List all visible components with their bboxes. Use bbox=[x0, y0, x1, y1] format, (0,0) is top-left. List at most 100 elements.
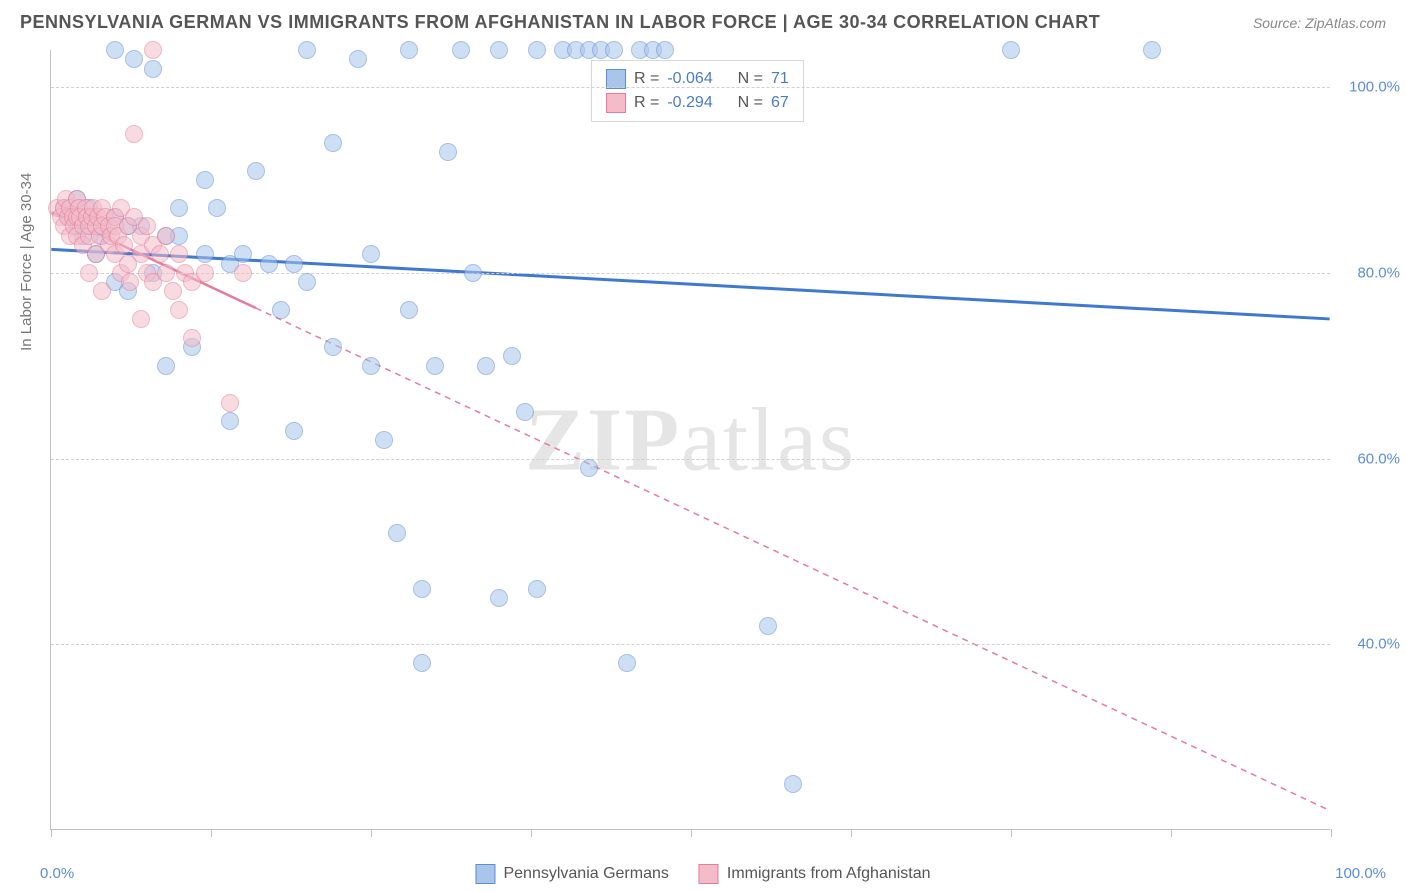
scatter-point bbox=[349, 50, 367, 68]
scatter-point bbox=[413, 654, 431, 672]
scatter-point bbox=[125, 50, 143, 68]
legend-r-value-1: -0.064 bbox=[667, 70, 712, 88]
legend-swatch-1 bbox=[606, 69, 626, 89]
y-tick-label: 100.0% bbox=[1349, 79, 1400, 96]
trend-lines-svg bbox=[51, 50, 1330, 829]
gridline-h bbox=[51, 87, 1330, 88]
bottom-legend-item-2: Immigrants from Afghanistan bbox=[699, 864, 931, 884]
scatter-point bbox=[221, 412, 239, 430]
legend-row-2: R = -0.294 N = 67 bbox=[606, 91, 789, 115]
scatter-point bbox=[503, 347, 521, 365]
scatter-point bbox=[400, 301, 418, 319]
scatter-point bbox=[656, 41, 674, 59]
scatter-point bbox=[528, 41, 546, 59]
scatter-point bbox=[170, 301, 188, 319]
scatter-point bbox=[183, 329, 201, 347]
gridline-h bbox=[51, 644, 1330, 645]
scatter-point bbox=[362, 245, 380, 263]
bottom-swatch-1 bbox=[475, 864, 495, 884]
scatter-point bbox=[157, 264, 175, 282]
scatter-point bbox=[439, 143, 457, 161]
scatter-point bbox=[490, 41, 508, 59]
y-tick-label: 60.0% bbox=[1357, 450, 1400, 467]
scatter-point bbox=[260, 255, 278, 273]
legend-n-value-2: 67 bbox=[771, 94, 789, 112]
scatter-point bbox=[452, 41, 470, 59]
y-tick-label: 40.0% bbox=[1357, 636, 1400, 653]
x-axis-min-label: 0.0% bbox=[40, 865, 74, 882]
x-tick bbox=[371, 829, 372, 837]
scatter-point bbox=[80, 264, 98, 282]
x-tick bbox=[51, 829, 52, 837]
scatter-point bbox=[170, 199, 188, 217]
scatter-point bbox=[144, 60, 162, 78]
title-bar: PENNSYLVANIA GERMAN VS IMMIGRANTS FROM A… bbox=[20, 12, 1386, 33]
scatter-point bbox=[1143, 41, 1161, 59]
bottom-label-2: Immigrants from Afghanistan bbox=[727, 865, 931, 883]
scatter-point bbox=[170, 245, 188, 263]
scatter-point bbox=[605, 41, 623, 59]
scatter-point bbox=[285, 255, 303, 273]
scatter-point bbox=[413, 580, 431, 598]
scatter-point bbox=[375, 431, 393, 449]
scatter-point bbox=[164, 282, 182, 300]
scatter-point bbox=[388, 524, 406, 542]
legend-box: R = -0.064 N = 71 R = -0.294 N = 67 bbox=[591, 60, 804, 122]
scatter-point bbox=[234, 264, 252, 282]
scatter-point bbox=[221, 394, 239, 412]
x-tick bbox=[1011, 829, 1012, 837]
legend-n-value-1: 71 bbox=[771, 70, 789, 88]
gridline-h bbox=[51, 459, 1330, 460]
scatter-point bbox=[784, 775, 802, 793]
scatter-point bbox=[234, 245, 252, 263]
plot-area: ZIPatlas R = -0.064 N = 71 R = -0.294 N … bbox=[50, 50, 1330, 830]
x-axis-max-label: 100.0% bbox=[1335, 865, 1386, 882]
y-tick-label: 80.0% bbox=[1357, 264, 1400, 281]
chart-title: PENNSYLVANIA GERMAN VS IMMIGRANTS FROM A… bbox=[20, 12, 1100, 33]
scatter-point bbox=[121, 273, 139, 291]
scatter-point bbox=[125, 125, 143, 143]
legend-n-label-1: N = bbox=[738, 70, 763, 88]
scatter-point bbox=[298, 273, 316, 291]
scatter-point bbox=[362, 357, 380, 375]
scatter-point bbox=[298, 41, 316, 59]
scatter-point bbox=[196, 264, 214, 282]
bottom-swatch-2 bbox=[699, 864, 719, 884]
bottom-legend-item-1: Pennsylvania Germans bbox=[475, 864, 668, 884]
legend-n-label-2: N = bbox=[738, 94, 763, 112]
legend-r-label-1: R = bbox=[634, 70, 659, 88]
scatter-point bbox=[528, 580, 546, 598]
scatter-point bbox=[138, 217, 156, 235]
scatter-point bbox=[247, 162, 265, 180]
scatter-point bbox=[196, 171, 214, 189]
legend-r-label-2: R = bbox=[634, 94, 659, 112]
trend-line bbox=[256, 308, 1330, 810]
scatter-point bbox=[106, 41, 124, 59]
x-tick bbox=[1331, 829, 1332, 837]
legend-swatch-2 bbox=[606, 93, 626, 113]
scatter-point bbox=[477, 357, 495, 375]
watermark: ZIPatlas bbox=[525, 388, 856, 491]
y-axis-title: In Labor Force | Age 30-34 bbox=[18, 173, 35, 351]
scatter-point bbox=[144, 41, 162, 59]
watermark-bold: ZIP bbox=[525, 390, 681, 489]
x-tick bbox=[211, 829, 212, 837]
scatter-point bbox=[272, 301, 290, 319]
scatter-point bbox=[580, 459, 598, 477]
scatter-point bbox=[93, 282, 111, 300]
x-tick bbox=[531, 829, 532, 837]
scatter-point bbox=[464, 264, 482, 282]
watermark-light: atlas bbox=[681, 390, 856, 489]
scatter-point bbox=[208, 199, 226, 217]
scatter-point bbox=[285, 422, 303, 440]
scatter-point bbox=[618, 654, 636, 672]
x-tick bbox=[1171, 829, 1172, 837]
scatter-point bbox=[157, 357, 175, 375]
scatter-point bbox=[400, 41, 418, 59]
source-label: Source: ZipAtlas.com bbox=[1253, 15, 1386, 31]
scatter-point bbox=[115, 236, 133, 254]
bottom-legend: Pennsylvania Germans Immigrants from Afg… bbox=[475, 864, 930, 884]
scatter-point bbox=[1002, 41, 1020, 59]
x-tick bbox=[851, 829, 852, 837]
x-tick bbox=[691, 829, 692, 837]
